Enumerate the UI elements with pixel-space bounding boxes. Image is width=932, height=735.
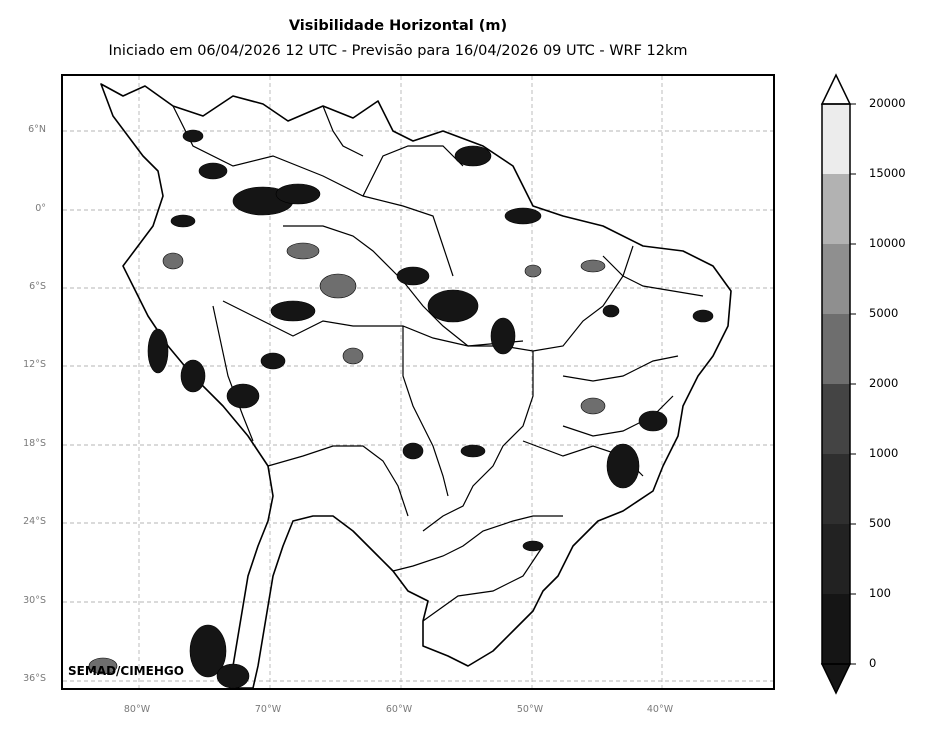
continent-outline bbox=[100, 83, 732, 688]
colorbar-segment bbox=[822, 524, 850, 594]
map-title: Visibilidade Horizontal (m) bbox=[288, 18, 508, 34]
colorbar-label: 100 bbox=[869, 586, 891, 600]
lon-label: 50°W bbox=[516, 704, 544, 715]
lat-label: 24°S bbox=[23, 516, 46, 527]
colorbar-label: 1000 bbox=[869, 446, 899, 460]
credit-label: SEMAD/CIMEHGO bbox=[68, 664, 184, 678]
lat-label: 6°S bbox=[29, 281, 46, 292]
map-subtitle: Iniciado em 06/04/2026 12 UTC - Previsão… bbox=[108, 43, 688, 59]
colorbar-label: 0 bbox=[869, 656, 877, 670]
lon-label: 80°W bbox=[123, 704, 151, 715]
colorbar-label: 15000 bbox=[869, 166, 906, 180]
colorbar-extend-min bbox=[820, 663, 852, 695]
colorbar-segment bbox=[822, 104, 850, 174]
colorbar-label: 500 bbox=[869, 516, 891, 530]
lon-label: 70°W bbox=[254, 704, 282, 715]
map-panel bbox=[61, 74, 775, 690]
colorbar-segment bbox=[822, 384, 850, 454]
colorbar-segment bbox=[822, 594, 850, 664]
map-canvas bbox=[63, 76, 773, 688]
colorbar-segment bbox=[822, 244, 850, 314]
colorbar-segment bbox=[822, 174, 850, 244]
lat-label: 6°N bbox=[28, 124, 46, 135]
colorbar-label: 2000 bbox=[869, 376, 899, 390]
lat-label: 18°S bbox=[23, 438, 46, 449]
colorbar-segment bbox=[822, 314, 850, 384]
lon-label: 40°W bbox=[646, 704, 674, 715]
lat-label: 30°S bbox=[23, 595, 46, 606]
lat-label: 0° bbox=[35, 203, 46, 214]
visibility-medium-patches bbox=[88, 242, 606, 675]
country-borders bbox=[172, 105, 704, 622]
colorbar-label: 10000 bbox=[869, 236, 906, 250]
lon-label: 60°W bbox=[385, 704, 413, 715]
visibility-patches bbox=[147, 129, 714, 688]
lat-label: 12°S bbox=[23, 359, 46, 370]
colorbar-segment bbox=[822, 454, 850, 524]
colorbar-graphic bbox=[820, 73, 856, 695]
colorbar-label: 5000 bbox=[869, 306, 899, 320]
lat-label: 36°S bbox=[23, 673, 46, 684]
colorbar-extend-max bbox=[820, 73, 852, 105]
colorbar-label: 20000 bbox=[869, 96, 906, 110]
colorbar bbox=[815, 70, 925, 698]
